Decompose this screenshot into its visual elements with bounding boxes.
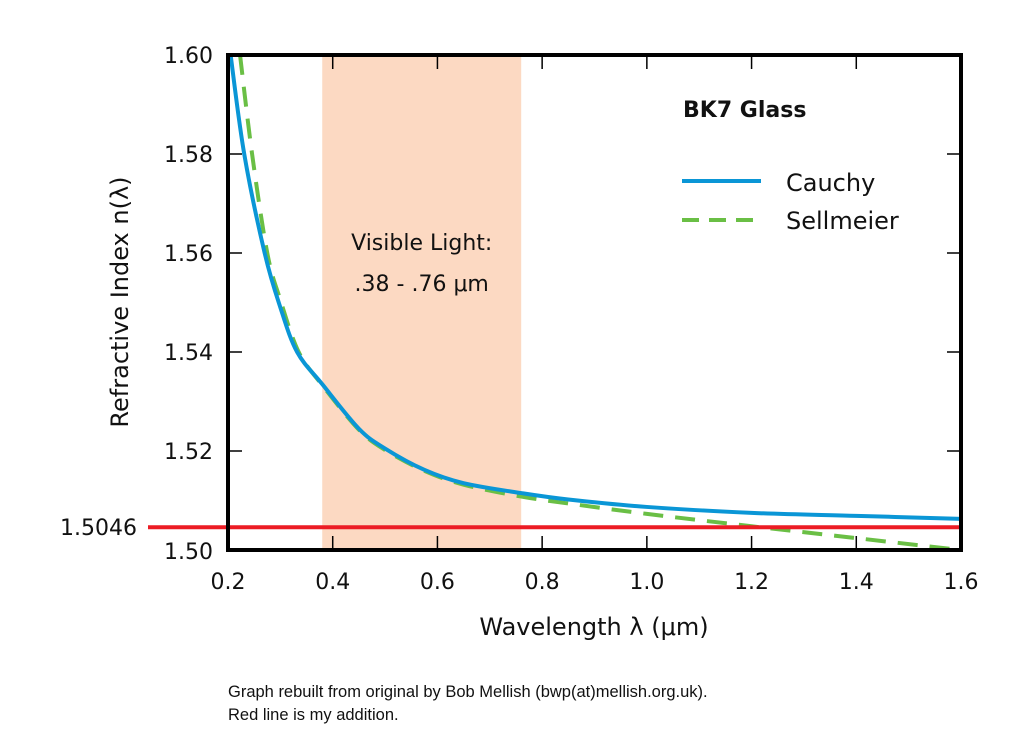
y-tick-label: 1.56 [164,242,213,267]
legend: BK7 Glass Cauchy Sellmeier [682,98,899,235]
axis-ticks [227,54,962,551]
plot-frame [226,53,963,552]
x-tick-label: 0.2 [211,570,246,595]
visible-light-band [322,55,522,550]
x-tick-label: 1.0 [629,570,664,595]
y-tick-labels: 1.50 1.52 1.54 1.56 1.58 1.60 [164,44,213,565]
y-tick-label: 1.60 [164,44,213,69]
x-axis-title: Wavelength λ (μm) [479,613,708,641]
visible-light-label-line2: .38 - .76 μm [355,272,489,297]
visible-light-annotation: Visible Light: .38 - .76 μm [351,231,492,297]
x-tick-label: 0.4 [315,570,350,595]
visible-light-label-line1: Visible Light: [351,231,492,256]
y-tick-label: 1.58 [164,143,213,168]
caption-line-2: Red line is my addition. [228,706,399,724]
y-tick-label: 1.52 [164,440,213,465]
y-axis-title: Refractive Index n(λ) [106,176,134,427]
y-tick-label: 1.50 [164,540,213,565]
x-tick-label: 1.4 [839,570,874,595]
caption: Graph rebuilt from original by Bob Melli… [228,681,708,727]
legend-label-cauchy: Cauchy [786,169,875,197]
x-tick-label: 1.2 [734,570,769,595]
legend-title: BK7 Glass [683,98,806,123]
x-tick-labels: 0.2 0.4 0.6 0.8 1.0 1.2 1.4 1.6 [211,570,979,595]
x-tick-label: 0.6 [420,570,455,595]
x-tick-label: 0.8 [525,570,560,595]
series-line-cauchy [228,54,962,521]
y-tick-label: 1.54 [164,341,213,366]
caption-line-1: Graph rebuilt from original by Bob Melli… [228,683,708,701]
reference-line-label: 1.5046 [60,516,137,541]
legend-label-sellmeier: Sellmeier [786,207,899,235]
x-tick-label: 1.6 [944,570,979,595]
